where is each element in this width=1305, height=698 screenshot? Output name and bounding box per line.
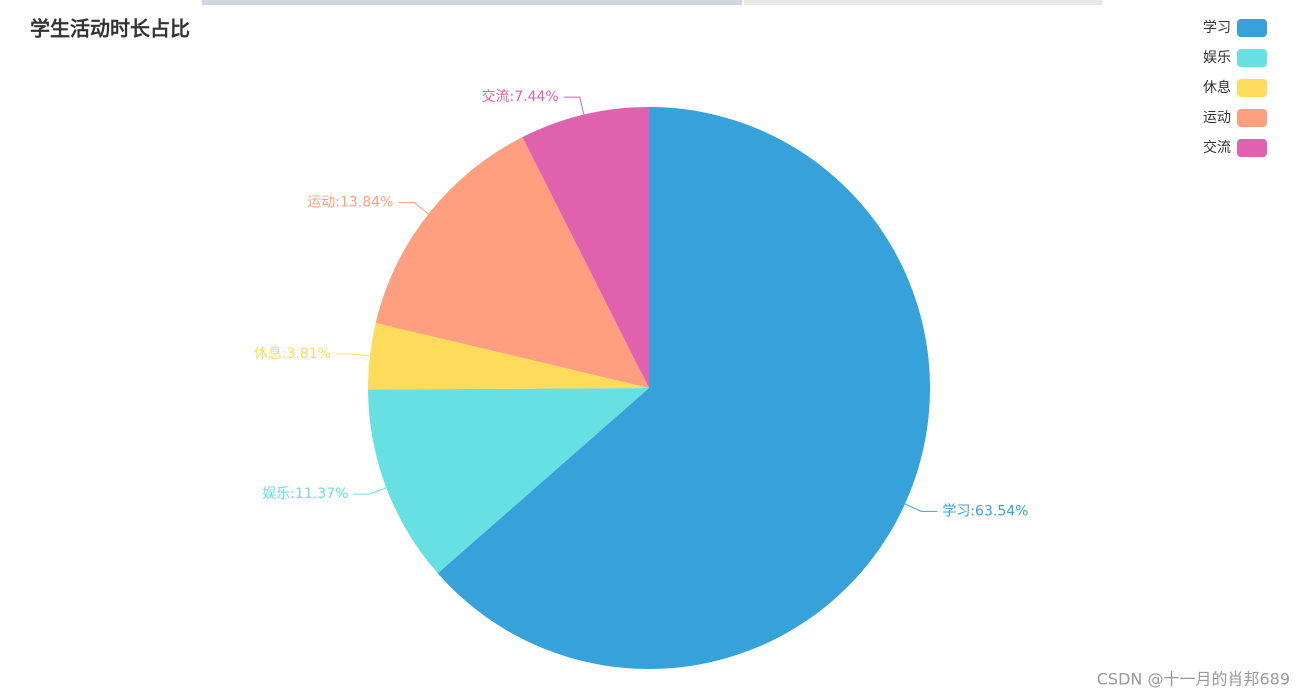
legend-swatch: [1237, 49, 1267, 67]
legend-label: 交流: [1203, 139, 1231, 156]
data-label: 交流:7.44%: [482, 88, 559, 105]
pie-slice: [375, 137, 649, 388]
data-label: 学习:63.54%: [942, 503, 1028, 519]
legend-swatch: [1237, 79, 1267, 97]
leader-line: [563, 96, 585, 115]
data-label: 休息:3.81%: [254, 345, 331, 362]
legend-label: 学习: [1203, 20, 1231, 36]
chart-title: 学生活动时长占比: [30, 17, 190, 41]
legend-swatch: [1237, 139, 1267, 157]
legend-label: 运动: [1203, 110, 1231, 126]
top-bar: [744, 0, 1102, 5]
pie-slice: [522, 107, 649, 388]
pie-slice: [437, 107, 930, 669]
leader-line: [353, 487, 387, 495]
legend-swatch: [1237, 109, 1267, 127]
legend-swatch: [1237, 19, 1267, 37]
top-bar: [202, 0, 742, 5]
data-label: 运动:13.84%: [307, 195, 393, 211]
pie-slice: [368, 388, 649, 574]
leader-line: [398, 202, 429, 215]
pie-slice: [368, 322, 649, 390]
legend-label: 休息: [1203, 79, 1231, 96]
data-label: 娱乐:11.37%: [262, 486, 348, 502]
leader-line: [904, 503, 938, 512]
legend-label: 娱乐: [1203, 50, 1231, 66]
watermark: CSDN @十一月的肖邦689: [1097, 670, 1290, 689]
leader-line: [335, 353, 370, 357]
